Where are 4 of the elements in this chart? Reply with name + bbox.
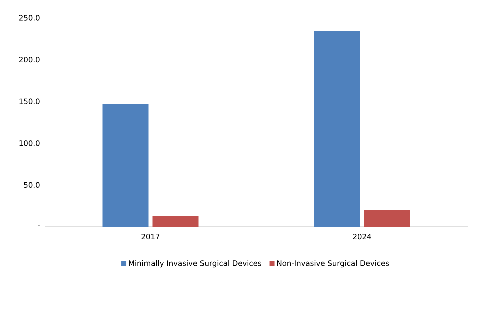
bar (102, 104, 149, 227)
bar (314, 31, 360, 227)
bar (364, 210, 410, 227)
bar (152, 216, 199, 227)
